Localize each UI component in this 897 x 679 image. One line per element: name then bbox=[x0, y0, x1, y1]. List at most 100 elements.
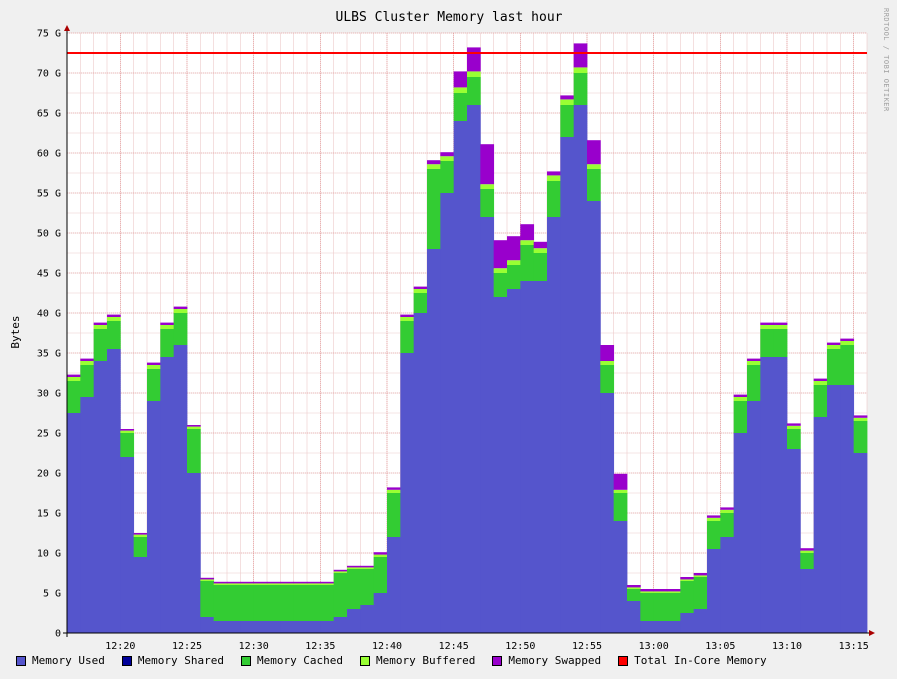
bar-memory-swapped bbox=[653, 589, 668, 592]
bar-memory-used bbox=[253, 621, 268, 633]
bar-memory-used bbox=[307, 621, 321, 633]
bar-memory-used bbox=[800, 569, 815, 633]
bar-memory-buffered bbox=[707, 517, 721, 521]
y-tick-label: 55 G bbox=[37, 189, 61, 200]
bar-memory-swapped bbox=[427, 160, 441, 165]
bar-memory-swapped bbox=[467, 47, 481, 72]
bar-memory-cached bbox=[773, 329, 788, 357]
bar-memory-cached bbox=[560, 105, 575, 137]
bar-memory-swapped bbox=[520, 224, 535, 241]
bar-memory-swapped bbox=[813, 378, 828, 381]
bar-memory-buffered bbox=[520, 240, 535, 245]
bar-memory-used bbox=[720, 537, 735, 633]
bar-memory-swapped bbox=[307, 581, 321, 584]
bar-memory-used bbox=[627, 601, 641, 633]
bar-memory-buffered bbox=[173, 309, 188, 313]
bar-memory-cached bbox=[493, 273, 508, 297]
bar-memory-buffered bbox=[507, 260, 521, 265]
bar-memory-used bbox=[347, 609, 361, 633]
y-tick-label: 0 bbox=[55, 629, 61, 640]
bar-memory-swapped bbox=[573, 43, 588, 68]
bar-memory-used bbox=[507, 289, 521, 633]
bar-memory-buffered bbox=[360, 567, 375, 569]
bar-memory-buffered bbox=[813, 381, 828, 385]
bar-memory-used bbox=[400, 353, 415, 633]
bar-memory-swapped bbox=[333, 569, 348, 572]
bar-memory-buffered bbox=[627, 587, 641, 589]
x-tick-label: 12:50 bbox=[505, 641, 535, 652]
bar-memory-buffered bbox=[320, 583, 335, 585]
legend-item: Memory Buffered bbox=[360, 654, 475, 667]
bar-memory-swapped bbox=[213, 581, 228, 584]
y-tick-label: 45 G bbox=[37, 269, 61, 280]
bar-memory-cached bbox=[467, 77, 481, 105]
bar-memory-cached bbox=[320, 585, 335, 621]
y-tick-label: 10 G bbox=[37, 549, 61, 560]
x-tick-label: 13:05 bbox=[705, 641, 735, 652]
bar-memory-swapped bbox=[453, 71, 468, 88]
bar-memory-buffered bbox=[187, 426, 201, 429]
legend-label: Memory Buffered bbox=[376, 654, 476, 667]
bar-memory-cached bbox=[760, 329, 775, 357]
legend-label: Memory Cached bbox=[256, 654, 344, 667]
y-tick-label: 5 G bbox=[43, 589, 61, 600]
y-axis-label: Bytes bbox=[9, 315, 22, 348]
bar-memory-buffered bbox=[133, 534, 148, 537]
x-tick-label: 12:35 bbox=[305, 641, 335, 652]
bar-memory-buffered bbox=[680, 579, 695, 581]
bar-memory-cached bbox=[547, 181, 561, 217]
bar-memory-used bbox=[480, 217, 495, 633]
legend-label: Total In-Core Memory bbox=[634, 654, 767, 667]
bar-memory-cached bbox=[533, 253, 548, 281]
bar-memory-used bbox=[813, 417, 828, 633]
bar-memory-buffered bbox=[533, 248, 548, 253]
bar-memory-buffered bbox=[827, 345, 841, 349]
bar-memory-used bbox=[613, 521, 628, 633]
bar-memory-buffered bbox=[387, 489, 401, 493]
bar-memory-buffered bbox=[93, 325, 108, 329]
bar-memory-swapped bbox=[600, 345, 615, 361]
stacked-bars bbox=[67, 43, 868, 633]
bar-memory-buffered bbox=[560, 99, 575, 105]
bar-memory-cached bbox=[733, 401, 748, 433]
bar-memory-swapped bbox=[280, 581, 295, 584]
bar-memory-buffered bbox=[493, 268, 508, 273]
bar-memory-swapped bbox=[360, 565, 375, 568]
bar-memory-used bbox=[120, 457, 135, 633]
y-axis-arrow bbox=[64, 25, 70, 31]
bar-memory-buffered bbox=[240, 583, 255, 585]
bar-memory-cached bbox=[120, 433, 135, 457]
y-tick-label: 25 G bbox=[37, 429, 61, 440]
bar-memory-buffered bbox=[280, 583, 295, 585]
bar-memory-cached bbox=[240, 585, 255, 621]
bar-memory-swapped bbox=[440, 152, 455, 157]
legend-label: Memory Used bbox=[32, 654, 105, 667]
bar-memory-buffered bbox=[747, 361, 761, 365]
bar-memory-cached bbox=[480, 189, 495, 217]
bar-memory-swapped bbox=[133, 533, 148, 535]
bar-memory-swapped bbox=[840, 338, 855, 341]
bar-memory-used bbox=[707, 549, 721, 633]
bar-memory-buffered bbox=[653, 591, 668, 593]
bar-memory-swapped bbox=[93, 322, 108, 325]
bar-memory-swapped bbox=[640, 589, 655, 592]
bar-memory-used bbox=[667, 621, 681, 633]
bar-memory-used bbox=[827, 385, 841, 633]
bar-memory-swapped bbox=[800, 548, 815, 551]
legend-swatch bbox=[16, 655, 26, 666]
bar-memory-cached bbox=[680, 581, 695, 613]
x-tick-label: 13:10 bbox=[772, 641, 802, 652]
bar-memory-swapped bbox=[80, 358, 95, 361]
bar-memory-used bbox=[520, 281, 535, 633]
bar-memory-cached bbox=[200, 581, 215, 617]
bar-memory-cached bbox=[293, 585, 308, 621]
bar-memory-used bbox=[80, 397, 95, 633]
bar-memory-cached bbox=[720, 513, 735, 537]
bar-memory-swapped bbox=[773, 322, 788, 325]
bar-memory-cached bbox=[387, 493, 401, 537]
y-tick-label: 40 G bbox=[37, 309, 61, 320]
bar-memory-buffered bbox=[107, 317, 121, 321]
bar-memory-swapped bbox=[373, 552, 388, 555]
bar-memory-buffered bbox=[693, 575, 708, 577]
bar-memory-cached bbox=[600, 365, 615, 393]
